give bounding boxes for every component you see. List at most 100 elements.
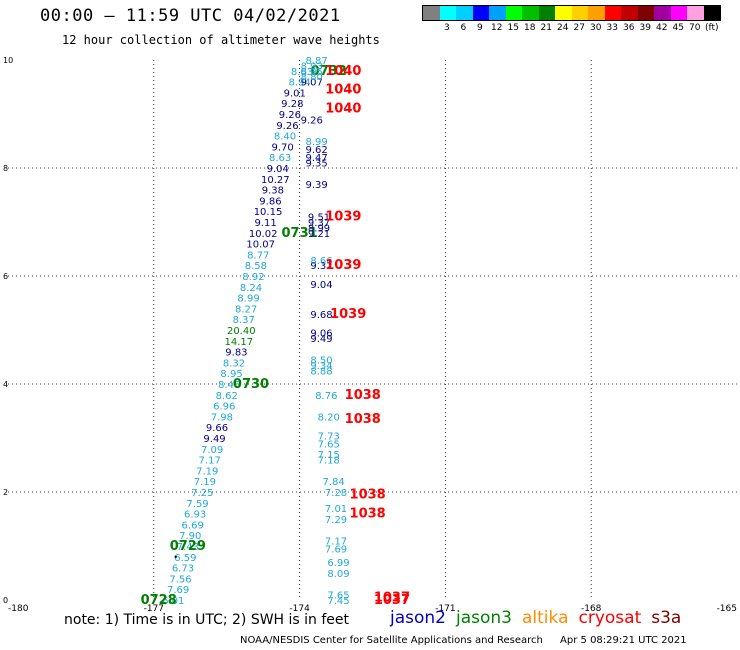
legend-swatch (687, 6, 704, 20)
time-label: 0731 (282, 226, 318, 241)
data-label: 8.63 (269, 153, 291, 164)
data-label: 8.88 (310, 367, 332, 378)
data-label: 7.17 (325, 537, 347, 548)
mission-jason3: jason3 (456, 608, 512, 628)
data-label: 7.73 (318, 431, 340, 442)
legend-swatch (472, 6, 489, 20)
data-label: 9.28 (281, 99, 303, 110)
data-label: 7.19 (196, 466, 218, 477)
time-label: 1037 (374, 593, 410, 608)
data-label: 8.94 (288, 78, 310, 89)
legend-swatch (588, 6, 605, 20)
series-jason3: 6.017.697.566.736.597.437.906.696.937.59… (141, 64, 347, 608)
legend-swatch (439, 6, 456, 20)
time-label: 0728 (141, 593, 177, 608)
legend-label: 15 (507, 23, 519, 33)
data-label: 8.99 (237, 294, 259, 305)
mission-cryosat: cryosat (578, 608, 642, 628)
data-label: 7.69 (167, 585, 189, 596)
y-tick-label: 8 (3, 164, 8, 173)
legend-swatch (456, 6, 473, 20)
data-label: 6.73 (172, 564, 194, 575)
data-label: 8.40 (274, 132, 296, 143)
data-label: 9.86 (259, 196, 281, 207)
data-label: 9.06 (310, 329, 332, 340)
legend-label: 30 (590, 23, 602, 33)
data-label: 9.11 (254, 218, 276, 229)
data-label: 7.56 (169, 574, 191, 585)
data-label: 8.66 (310, 256, 332, 267)
chart-subtitle: 12 hour collection of altimeter wave hei… (62, 33, 380, 47)
legend-swatch (571, 6, 588, 20)
time-label: 1038 (345, 412, 381, 427)
data-label: 9.66 (206, 423, 228, 434)
time-label: 1039 (325, 210, 361, 225)
data-label: 7.90 (179, 531, 201, 542)
data-label: 10.07 (246, 240, 275, 251)
data-label: 7.17 (199, 456, 221, 467)
data-label: 10.15 (254, 207, 283, 218)
data-label: 7.01 (325, 504, 347, 515)
data-label: 9.35 (305, 159, 327, 170)
data-label: 7.29 (325, 515, 347, 526)
data-label: 9.47 (305, 153, 327, 164)
data-label: 6.96 (213, 402, 235, 413)
legend-swatch (522, 6, 539, 20)
data-label: 8.58 (245, 261, 267, 272)
mission-s3a: s3a (651, 608, 682, 628)
data-label: 8.76 (315, 391, 337, 402)
data-label: 6.93 (184, 510, 206, 521)
legend-label: 33 (606, 23, 618, 33)
time-label: 1040 (325, 102, 361, 117)
data-label: 8.46 (218, 380, 240, 391)
data-label: 8.32 (223, 358, 245, 369)
x-tick-label: -180 (8, 604, 29, 614)
data-label: 8.50 (310, 356, 332, 367)
data-label: 9.21 (308, 229, 330, 240)
time-label: 0732 (311, 64, 347, 79)
mission-altika: altika (522, 608, 569, 628)
y-tick-label: 6 (3, 272, 8, 281)
legend-label: 42 (656, 23, 668, 33)
time-label: 0730 (233, 377, 269, 392)
legend-label: 6 (460, 23, 467, 33)
data-label: 8.62 (216, 391, 238, 402)
data-label: 9.04 (310, 280, 332, 291)
data-label: 7.65 (327, 591, 349, 602)
legend-label: 39 (639, 23, 651, 33)
data-label: 10.27 (261, 175, 290, 186)
data-label: 7.84 (322, 477, 344, 488)
data-label: 8.95 (220, 369, 242, 380)
data-label: 20.40 (227, 326, 256, 337)
data-label: 8.63 (291, 67, 313, 78)
legend-swatch (604, 6, 621, 20)
time-label: 1039 (330, 307, 366, 322)
data-label: 7.18 (318, 456, 340, 467)
legend-label: 21 (540, 23, 552, 33)
legend-swatch (621, 6, 638, 20)
data-label: 6.99 (327, 558, 349, 569)
data-label: 9.49 (310, 334, 332, 345)
data-label: 9.51 (308, 213, 330, 224)
data-label: 8.99 (308, 223, 330, 234)
data-label: 7.69 (325, 545, 347, 556)
data-label: 7.65 (318, 439, 340, 450)
credit-organization: NOAA/NESDIS Center for Satellite Applica… (240, 635, 543, 646)
legend-swatch (555, 6, 572, 20)
legend-label: 12 (491, 23, 503, 33)
x-tick-label: -165 (717, 604, 737, 614)
y-tick-label: 0 (3, 596, 8, 605)
legend-swatch (505, 6, 522, 20)
data-label: 9.39 (305, 180, 327, 191)
data-label: 9.83 (225, 348, 247, 359)
data-label: 8.27 (235, 304, 257, 315)
footnote: note: 1) Time is in UTC; 2) SWH is in fe… (64, 612, 350, 628)
legend-labels: 3 6 9 12 15 18 21 24 27 30 33 36 39 42 45 70 (ft) (422, 21, 721, 35)
data-label: 7.15 (318, 450, 340, 461)
data-label: 8.24 (240, 283, 262, 294)
legend-label: 9 (477, 23, 483, 33)
y-tick-label: 10 (3, 56, 13, 65)
data-label: 9.07 (301, 78, 323, 89)
chart-axes: -180 -177 -174 -171 -168 -165 0 2 4 6 8 10 (3, 56, 737, 614)
data-label: 8.37 (233, 315, 255, 326)
